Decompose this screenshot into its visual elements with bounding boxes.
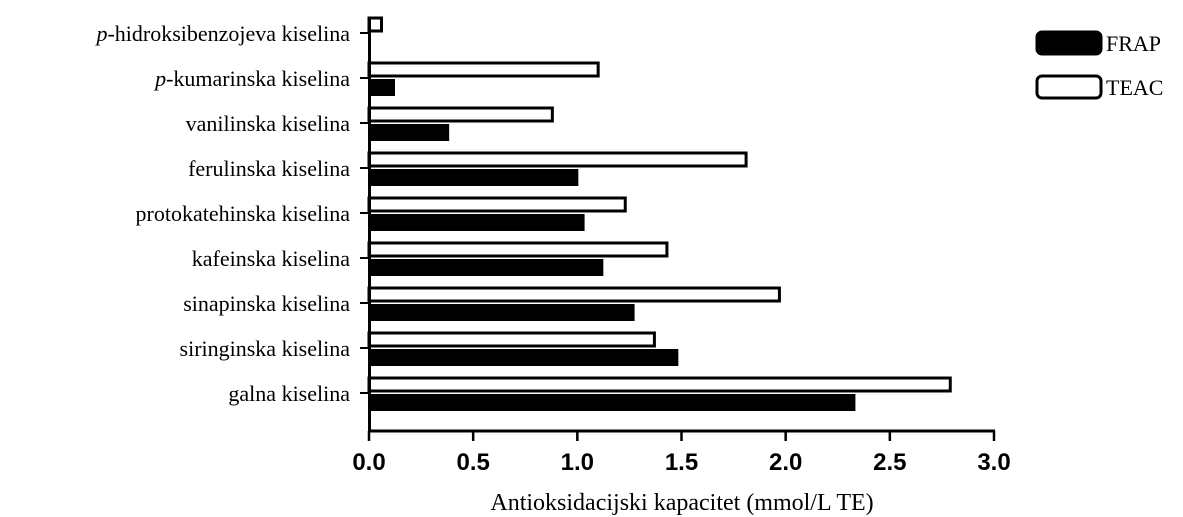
legend-swatch-frap bbox=[1037, 32, 1101, 54]
bar-teac-1 bbox=[369, 333, 654, 346]
bar-teac-2 bbox=[369, 288, 779, 301]
x-tick-label-3: 1.5 bbox=[665, 449, 698, 476]
bar-frap-1 bbox=[369, 350, 677, 365]
bar-frap-6 bbox=[369, 125, 448, 140]
bar-frap-7 bbox=[369, 80, 394, 95]
legend-label-frap: FRAP bbox=[1106, 31, 1161, 56]
x-axis-title: Antioksidacijski kapacitet (mmol/L TE) bbox=[490, 490, 873, 516]
category-label-7: p-kumarinska kiselina bbox=[153, 66, 350, 91]
x-ticks: 0.0 0.5 1.0 1.5 2.0 2.5 3.0 bbox=[352, 431, 1010, 476]
bars bbox=[369, 18, 950, 410]
bar-frap-5 bbox=[369, 170, 577, 185]
bar-teac-4 bbox=[369, 198, 625, 211]
category-label-8: p-hidroksibenzojeva kiselina bbox=[94, 21, 350, 46]
bar-teac-3 bbox=[369, 243, 667, 256]
category-label-1: siringinska kiselina bbox=[180, 336, 351, 361]
x-tick-label-4: 2.0 bbox=[769, 449, 802, 476]
category-labels: galna kiselina siringinska kiselina sinapi… bbox=[94, 21, 350, 406]
x-tick-label-2: 1.0 bbox=[561, 449, 594, 476]
x-tick-label-1: 0.5 bbox=[456, 449, 489, 476]
category-label-5: ferulinska kiselina bbox=[188, 156, 350, 181]
category-label-6: vanilinska kiselina bbox=[186, 111, 351, 136]
bar-frap-3 bbox=[369, 260, 602, 275]
category-label-0: galna kiselina bbox=[228, 381, 350, 406]
legend-label-teac: TEAC bbox=[1106, 75, 1163, 100]
legend-swatch-teac bbox=[1037, 76, 1101, 98]
legend: FRAP TEAC bbox=[1037, 31, 1163, 100]
category-label-2: sinapinska kiselina bbox=[183, 291, 350, 316]
bar-teac-0 bbox=[369, 378, 950, 391]
bar-frap-0 bbox=[369, 395, 854, 410]
x-tick-label-5: 2.5 bbox=[873, 449, 906, 476]
bar-teac-7 bbox=[369, 63, 598, 76]
bar-teac-5 bbox=[369, 153, 746, 166]
bar-frap-4 bbox=[369, 215, 584, 230]
x-tick-label-0: 0.0 bbox=[352, 449, 385, 476]
category-label-3: kafeinska kiselina bbox=[192, 246, 350, 271]
category-label-4: protokatehinska kiselina bbox=[136, 201, 351, 226]
bar-frap-2 bbox=[369, 305, 634, 320]
bar-teac-6 bbox=[369, 108, 552, 121]
x-tick-label-6: 3.0 bbox=[977, 449, 1010, 476]
